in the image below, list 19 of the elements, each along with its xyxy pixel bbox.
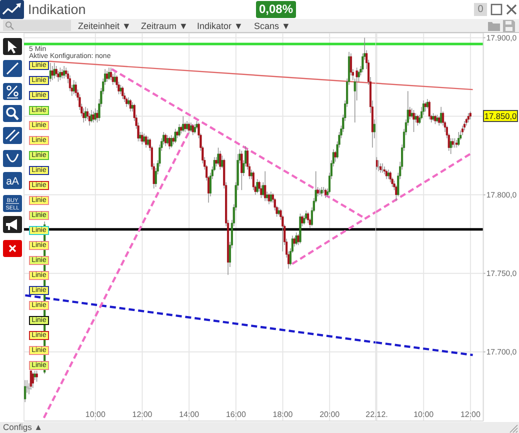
x-tick-label: 18:00 (272, 410, 294, 419)
annotation: 17.850,0 (482, 110, 518, 122)
x-tick-label: 14:00 (179, 410, 200, 419)
text: Indikator ▼ (197, 20, 243, 32)
text-icon: aA (3, 172, 22, 189)
text: Configs ▲ (3, 422, 43, 433)
text: 0 (474, 3, 487, 16)
text: Zeitraum ▼ (141, 20, 188, 32)
x-tick-label: 20:00 (320, 410, 340, 419)
x-tick-label: 12:00 (132, 410, 153, 419)
text: Zeiteinheit ▼ (78, 20, 131, 32)
x-tick-label: 22.12. (365, 410, 388, 419)
chart-title: Indikation (28, 1, 86, 18)
x-tick-label: 12:00 (460, 410, 481, 419)
x-tick-label: 10:00 (413, 410, 434, 419)
text: 0,08% (256, 1, 296, 18)
text: Scans ▼ (254, 20, 290, 32)
x-tick-label: 16:00 (226, 410, 246, 419)
x-tick-label: 10:00 (85, 410, 106, 419)
